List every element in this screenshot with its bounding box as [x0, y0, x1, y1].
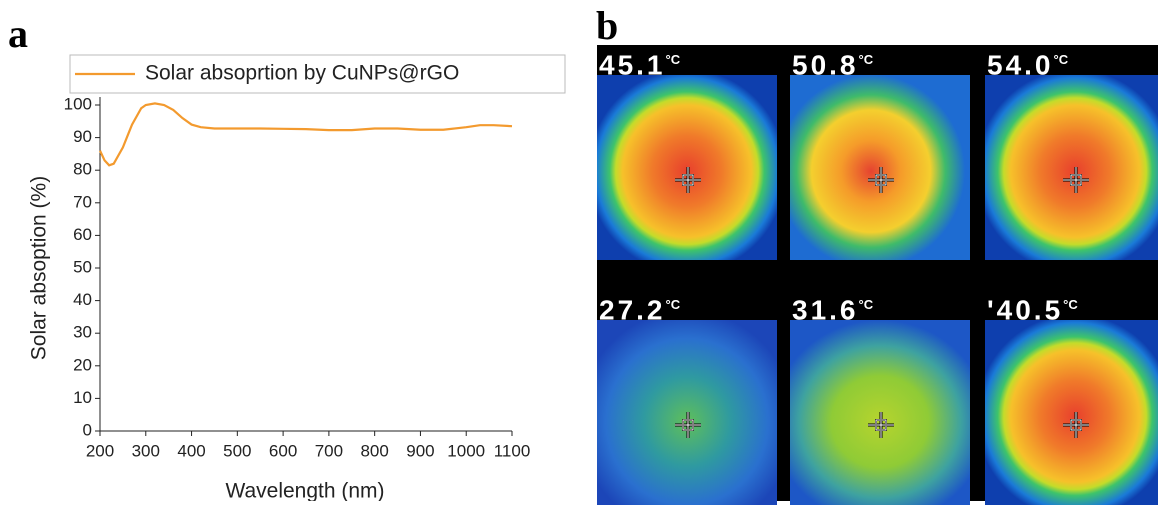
temperature-label: 31.6°C: [790, 290, 975, 320]
thermal-map: [597, 75, 777, 260]
thermal-image: '40.5°C: [985, 290, 1158, 505]
unit: °C: [666, 52, 681, 67]
x-tick-label: 400: [177, 441, 205, 460]
unit: °C: [859, 297, 874, 312]
crosshair: [868, 167, 894, 193]
legend-label: Solar absoprtion by CuNPs@rGO: [145, 62, 459, 85]
thermal-image: 54.0°C: [985, 45, 1158, 260]
page: a b Solar absoption (%) Wavelength (nm) …: [0, 0, 1158, 501]
x-tick-label: 900: [406, 441, 434, 460]
thermal-image: 45.1°C: [597, 45, 782, 260]
crosshair: [675, 167, 701, 193]
crosshair: [1063, 412, 1089, 438]
thermal-panel: 45.1°C 50.8°C 54.0°C 27.2°C 31.6°C '40.5°C: [597, 45, 1158, 501]
temperature-label: 54.0°C: [985, 45, 1158, 75]
y-axis-label: Solar absoption (%): [28, 176, 51, 360]
y-tick-label: 20: [73, 355, 92, 374]
thermal-image: 31.6°C: [790, 290, 975, 505]
y-tick-label: 90: [73, 127, 92, 146]
x-tick-label: 300: [132, 441, 160, 460]
crosshair: [675, 412, 701, 438]
data-line: [100, 103, 512, 165]
thermal-map: [790, 320, 970, 505]
y-tick-label: 10: [73, 388, 92, 407]
x-tick-label: 600: [269, 441, 297, 460]
temperature-label: '40.5°C: [985, 290, 1158, 320]
y-tick-label: 70: [73, 192, 92, 211]
y-tick-label: 40: [73, 290, 92, 309]
thermal-map: [985, 75, 1158, 260]
temperature-label: 45.1°C: [597, 45, 782, 75]
crosshair: [1063, 167, 1089, 193]
unit: °C: [859, 52, 874, 67]
chart: Solar absoption (%) Wavelength (nm) 0 10 2…: [0, 0, 590, 501]
temperature-label: 27.2°C: [597, 290, 782, 320]
y-tick-label: 50: [73, 257, 92, 276]
panel-label: b: [596, 6, 618, 46]
thermal-image: 27.2°C: [597, 290, 782, 505]
thermal-image: 50.8°C: [790, 45, 975, 260]
x-tick-label: 200: [86, 441, 114, 460]
x-tick-label: 500: [223, 441, 251, 460]
thermal-map: [985, 320, 1158, 505]
unit: °C: [666, 297, 681, 312]
x-tick-label: 1000: [447, 441, 485, 460]
y-tick-label: 30: [73, 323, 92, 342]
temperature-label: 50.8°C: [790, 45, 975, 75]
unit: °C: [1054, 52, 1069, 67]
crosshair: [868, 412, 894, 438]
x-tick-label: 700: [315, 441, 343, 460]
y-tick-label: 0: [83, 420, 92, 439]
thermal-map: [790, 75, 970, 260]
thermal-map: [597, 320, 777, 505]
y-tick-label: 100: [64, 94, 92, 113]
x-tick-label: 800: [360, 441, 388, 460]
y-tick-label: 80: [73, 160, 92, 179]
x-axis-label: Wavelength (nm): [225, 480, 384, 501]
unit: °C: [1063, 297, 1078, 312]
x-tick-label: 1100: [494, 441, 531, 460]
y-tick-label: 60: [73, 225, 92, 244]
